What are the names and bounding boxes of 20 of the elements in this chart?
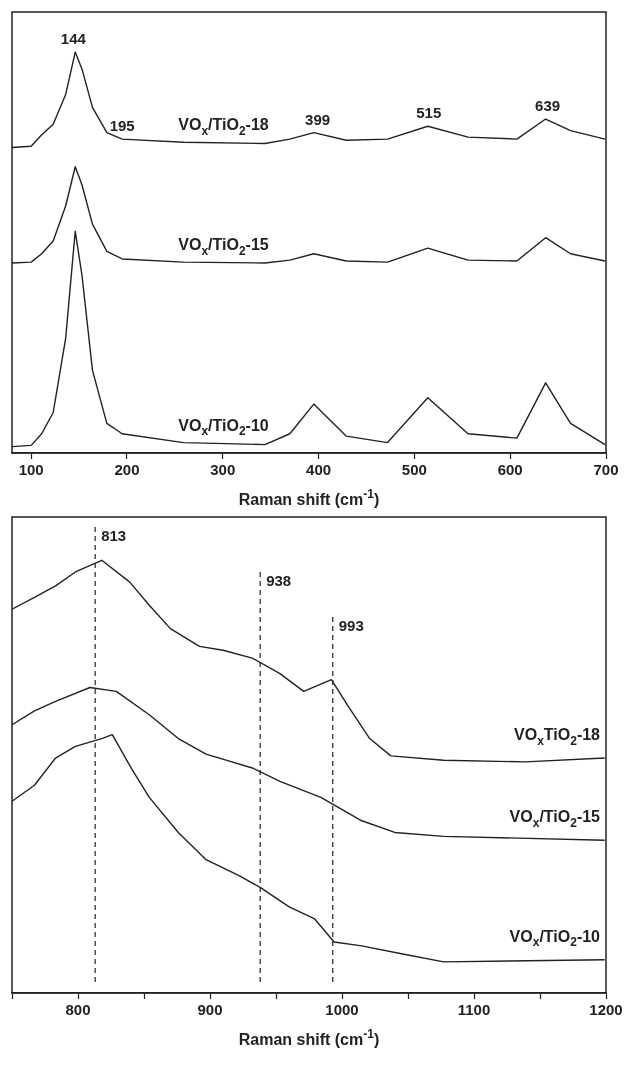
x-tick-label: 500 (401, 461, 427, 479)
x-tick-label: 1100 (457, 1001, 491, 1019)
ref-line-label: 993 (338, 617, 364, 634)
annotation: 515 (416, 104, 442, 122)
annotation: 144 (60, 30, 87, 48)
x-tick-label: 900 (197, 1001, 223, 1019)
annotation: 639 (535, 97, 561, 115)
annotation: 399 (305, 110, 331, 128)
ref-line-label: 938 (266, 572, 292, 589)
x-tick-label: 300 (210, 461, 236, 479)
annotation: 195 (109, 117, 135, 135)
x-tick-label: 200 (114, 461, 140, 479)
x-tick-label: 800 (65, 1001, 91, 1019)
x-tick-label: 400 (306, 461, 332, 479)
ref-line-label: 813 (101, 527, 127, 544)
x-tick-label: 700 (593, 461, 619, 479)
x-tick-label: 1000 (325, 1001, 359, 1019)
x-tick-label: 100 (18, 461, 44, 479)
x-tick-label: 600 (497, 461, 523, 479)
x-tick-label: 1200 (589, 1001, 623, 1019)
